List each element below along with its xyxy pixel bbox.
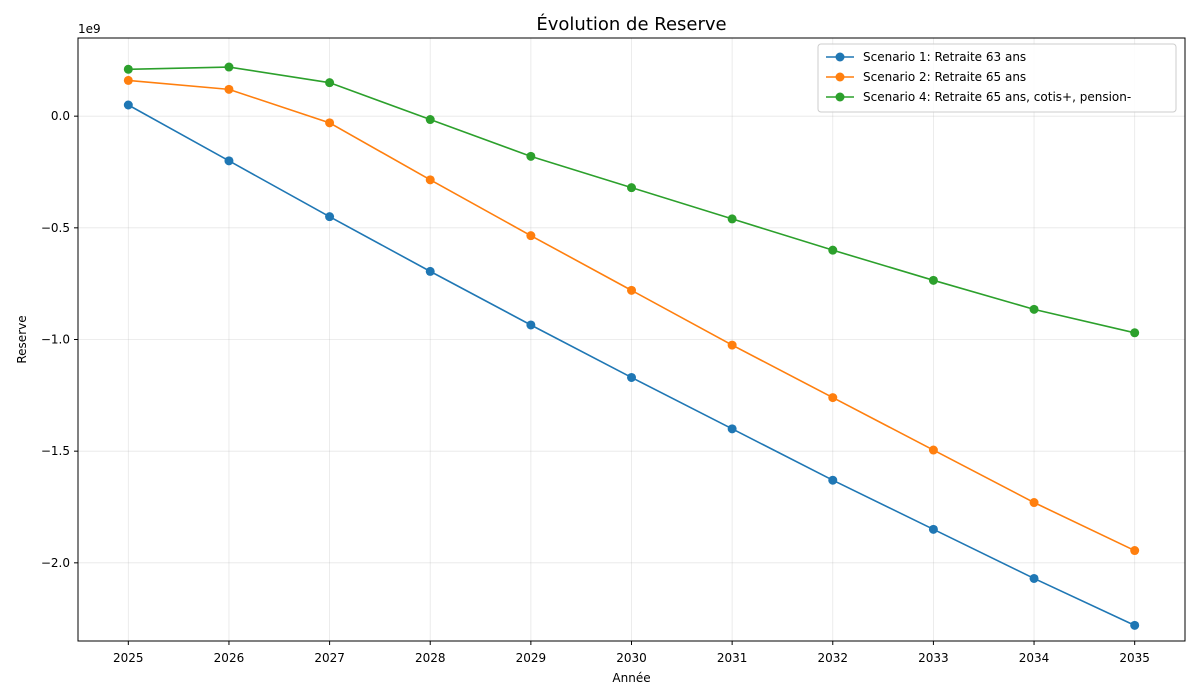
data-point <box>727 214 737 224</box>
data-point <box>928 275 938 285</box>
x-tick-label: 2027 <box>314 651 345 665</box>
x-tick-label: 2035 <box>1119 651 1150 665</box>
y-tick-label: −0.5 <box>41 221 70 235</box>
data-point <box>1029 498 1039 508</box>
data-point <box>627 183 636 193</box>
axes: 2025 2026 2027 2028 2029 2030 2031 2032 2033 2034… <box>41 109 1150 665</box>
y-tick-label: 0.0 <box>51 109 70 123</box>
data-point <box>627 285 636 295</box>
data-point <box>123 64 133 74</box>
data-point <box>727 340 737 350</box>
data-point <box>928 445 938 455</box>
data-point <box>828 475 838 485</box>
series-layer <box>123 62 1140 630</box>
data-point <box>325 78 335 88</box>
chart-title: Évolution de Reserve <box>536 13 726 35</box>
legend: Scenario 1: Retraite 63 ans Scenario 2: R… <box>817 43 1177 113</box>
grid <box>78 38 1185 641</box>
data-point <box>627 372 636 382</box>
x-tick-label: 2034 <box>1019 651 1050 665</box>
x-tick-label: 2032 <box>817 651 848 665</box>
x-tick-label: 2030 <box>616 651 647 665</box>
data-point <box>123 75 133 85</box>
data-point <box>325 212 335 222</box>
data-point <box>828 245 838 255</box>
legend-label: Scenario 2: Retraite 65 ans <box>863 70 1026 84</box>
data-point <box>727 424 737 434</box>
x-tick-label: 2026 <box>214 651 245 665</box>
legend-label: Scenario 1: Retraite 63 ans <box>863 50 1026 64</box>
y-axis-offset-label: 1e9 <box>78 22 101 36</box>
y-axis-label: Reserve <box>15 315 29 363</box>
data-point <box>425 175 435 185</box>
legend-swatch-marker <box>835 52 845 62</box>
data-point <box>325 118 335 128</box>
x-tick-label: 2033 <box>918 651 949 665</box>
data-point <box>1130 620 1140 630</box>
data-point <box>526 231 536 241</box>
data-point <box>425 115 435 125</box>
data-point <box>425 266 435 276</box>
data-point <box>224 156 234 166</box>
data-point <box>928 524 938 534</box>
data-point <box>123 100 133 110</box>
data-point <box>224 84 234 94</box>
data-point <box>1130 328 1140 338</box>
data-point <box>828 393 838 403</box>
legend-box <box>817 43 1177 113</box>
data-point <box>1130 546 1140 556</box>
legend-label: Scenario 4: Retraite 65 ans, cotis+, pen… <box>863 90 1131 104</box>
x-tick-label: 2025 <box>113 651 144 665</box>
y-tick-label: −2.0 <box>41 556 70 570</box>
x-axis-label: Année <box>612 671 650 685</box>
x-tick-label: 2029 <box>516 651 547 665</box>
x-tick-label: 2028 <box>415 651 446 665</box>
data-point <box>526 320 536 330</box>
legend-swatch-marker <box>835 92 845 102</box>
y-tick-label: −1.0 <box>41 333 70 347</box>
x-tick-label: 2031 <box>717 651 748 665</box>
data-point <box>1029 573 1039 583</box>
data-point <box>224 62 234 72</box>
data-point <box>526 151 536 161</box>
legend-swatch-marker <box>835 72 845 82</box>
y-tick-label: −1.5 <box>41 444 70 458</box>
data-point <box>1029 304 1039 314</box>
